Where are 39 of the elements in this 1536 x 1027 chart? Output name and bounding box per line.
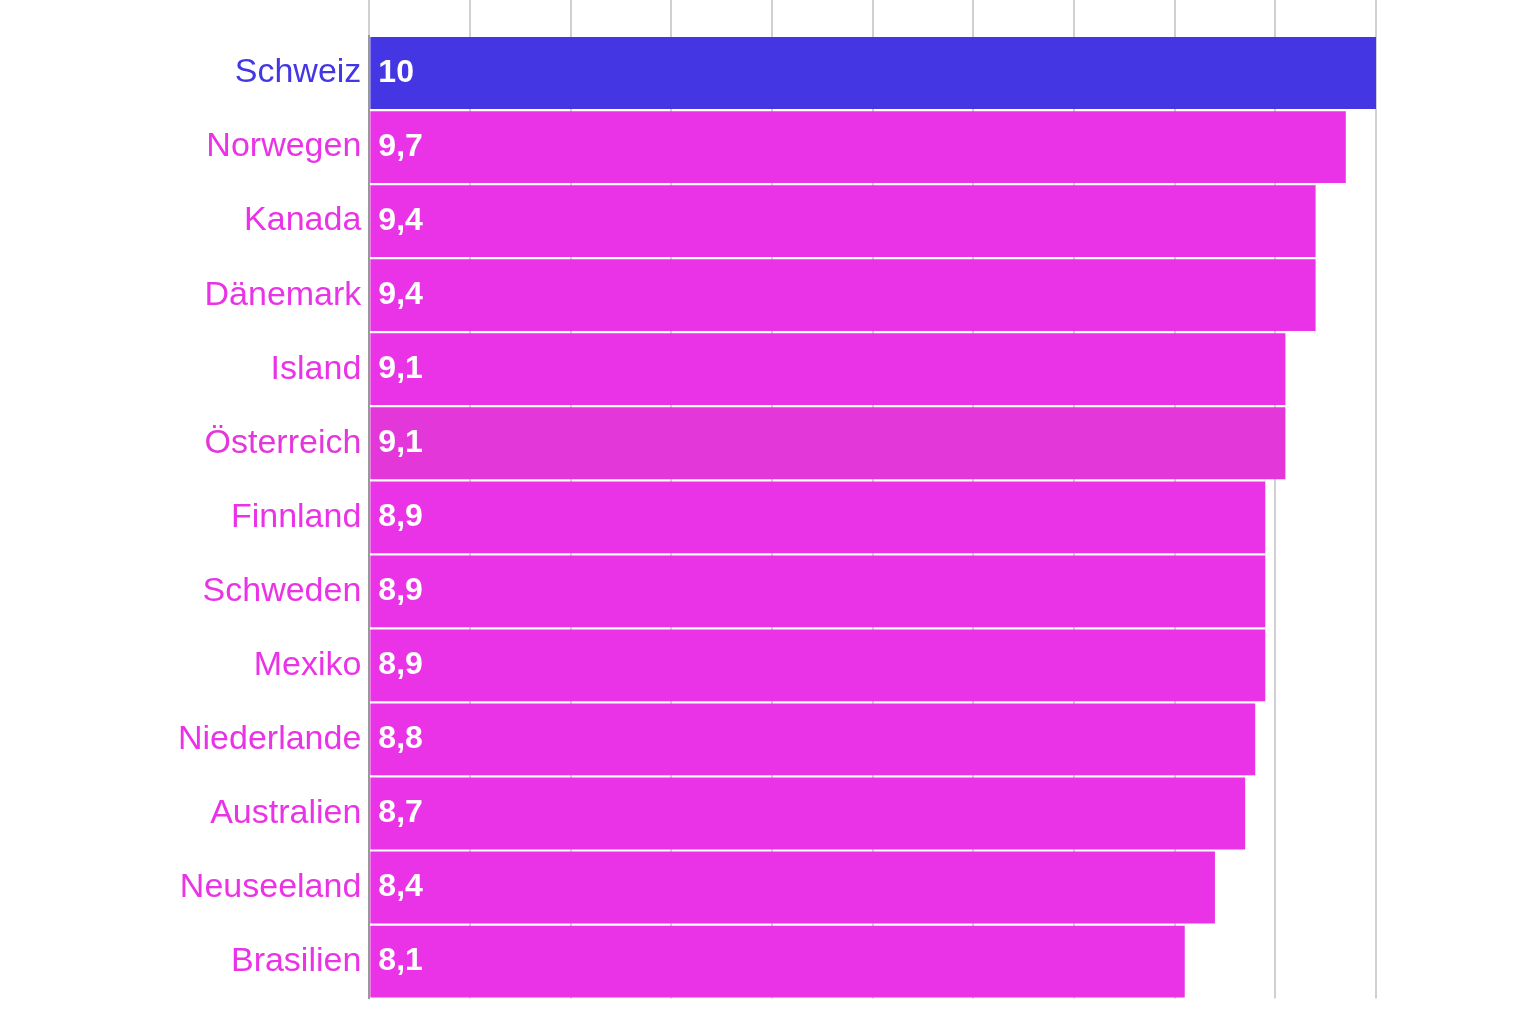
data-label: 9,1 [378, 349, 423, 386]
y-tick-label: Österreich [204, 421, 362, 460]
bar [370, 481, 1266, 554]
data-label: 8,1 [378, 941, 423, 978]
y-tick-label: Australien [210, 791, 362, 830]
bar [370, 555, 1266, 628]
data-label: 8,7 [378, 793, 423, 830]
y-tick-label: Norwegen [206, 125, 362, 164]
data-label: 8,9 [378, 497, 423, 534]
y-tick-label: Neuseeland [179, 865, 362, 904]
y-tick-label: Dänemark [204, 273, 363, 312]
y-tick-label: Kanada [244, 199, 362, 238]
data-label: 10 [378, 52, 414, 89]
bar [370, 185, 1316, 258]
bar [370, 37, 1376, 109]
bar [370, 925, 1185, 998]
bar [370, 111, 1346, 183]
bar [370, 777, 1246, 850]
data-label: 9,4 [378, 200, 424, 237]
data-label: 9,4 [378, 274, 424, 311]
data-label: 8,9 [378, 571, 423, 608]
data-label: 9,1 [378, 423, 423, 460]
y-tick-label: Finnland [230, 495, 362, 534]
bar [370, 259, 1316, 332]
data-label: 8,4 [378, 867, 424, 904]
data-label: 9,7 [378, 126, 423, 163]
bar [370, 629, 1266, 702]
y-tick-label: Schweiz [234, 51, 362, 90]
bar [370, 407, 1286, 480]
bar [370, 851, 1215, 924]
data-label: 8,8 [378, 719, 423, 756]
y-tick-label: Mexiko [253, 643, 362, 682]
y-tick-label: Niederlande [177, 717, 362, 756]
bar [370, 703, 1256, 776]
bar [370, 333, 1286, 406]
y-tick-label: Schweden [202, 569, 362, 608]
y-tick-label: Island [270, 347, 362, 386]
y-tick-label: Brasilien [230, 939, 362, 978]
data-label: 8,9 [378, 645, 423, 682]
